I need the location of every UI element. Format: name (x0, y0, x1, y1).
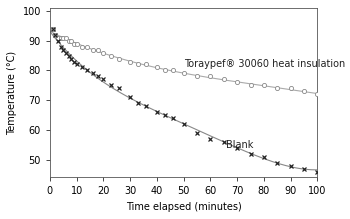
Text: Toraypef® 30060 heat insulation: Toraypef® 30060 heat insulation (184, 60, 345, 69)
Text: Blank: Blank (226, 140, 254, 150)
Y-axis label: Temperature (°C): Temperature (°C) (7, 51, 17, 135)
X-axis label: Time elapsed (minutes): Time elapsed (minutes) (126, 202, 241, 212)
